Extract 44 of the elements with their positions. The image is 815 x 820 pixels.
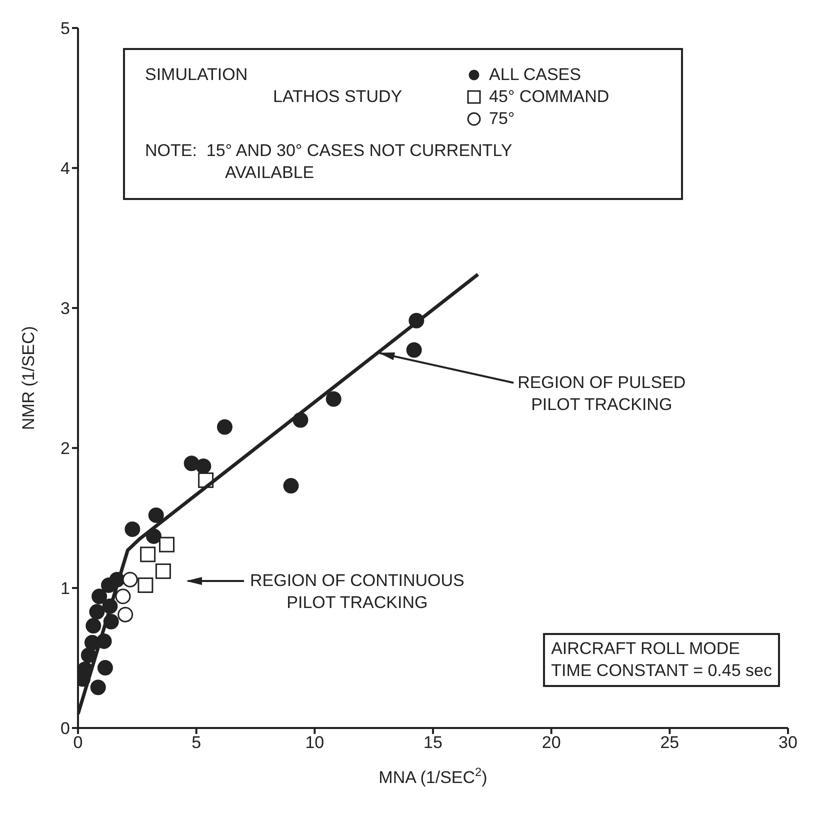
annotation: SIMULATION	[145, 65, 248, 84]
y-tick-label: 2	[60, 439, 70, 458]
legend-label: ALL CASES	[489, 64, 581, 86]
x-tick-label: 30	[778, 733, 798, 752]
x-tick-label: 15	[424, 733, 442, 752]
annotation: AIRCRAFT ROLL MODE TIME CONSTANT = 0.45 sec	[551, 639, 772, 680]
y-axis-title: NMR (1/SEC)	[19, 326, 38, 430]
point	[326, 391, 342, 407]
point	[148, 507, 164, 523]
point	[122, 572, 138, 588]
y-tick-label: 4	[60, 159, 70, 178]
point	[118, 606, 134, 622]
point	[155, 563, 171, 579]
point	[159, 536, 174, 552]
x-tick-label: 5	[192, 733, 202, 752]
x-tick-label: 20	[542, 733, 561, 752]
point	[124, 521, 140, 537]
legend-label: 45° COMMAND	[489, 86, 610, 108]
annotation: REGION OF PULSED PILOT TRACKING	[518, 372, 686, 414]
point	[92, 588, 108, 604]
annotation: REGION OF CONTINUOUS PILOT TRACKING	[250, 571, 464, 612]
point	[216, 419, 232, 435]
point	[89, 604, 105, 620]
note-box: AIRCRAFT ROLL MODE TIME CONSTANT = 0.45 sec	[543, 633, 780, 687]
point	[90, 680, 106, 696]
x-axis-title: MNA (1/SEC$^{2}$)	[378, 765, 488, 787]
y-tick-label: 0	[60, 719, 70, 738]
point	[140, 546, 156, 562]
point	[196, 458, 212, 474]
x-tick-label: 25	[660, 733, 680, 752]
point	[138, 577, 154, 593]
x-tick-label: 10	[305, 733, 324, 752]
annotation: NOTE: 15° AND 30° CASES NOT CURRENTLY AVAILABLE	[145, 141, 512, 182]
point	[86, 618, 102, 634]
legend-label: 75°	[489, 108, 515, 130]
y-tick-label: 3	[60, 299, 70, 318]
y-tick-label: 1	[60, 579, 70, 598]
x-tick-label: 0	[73, 733, 83, 752]
point	[406, 342, 422, 358]
point	[283, 478, 299, 494]
point	[97, 660, 113, 676]
y-tick-label: 5	[60, 19, 70, 38]
annotation: LATHOS STUDY	[273, 87, 402, 106]
point	[115, 588, 131, 604]
